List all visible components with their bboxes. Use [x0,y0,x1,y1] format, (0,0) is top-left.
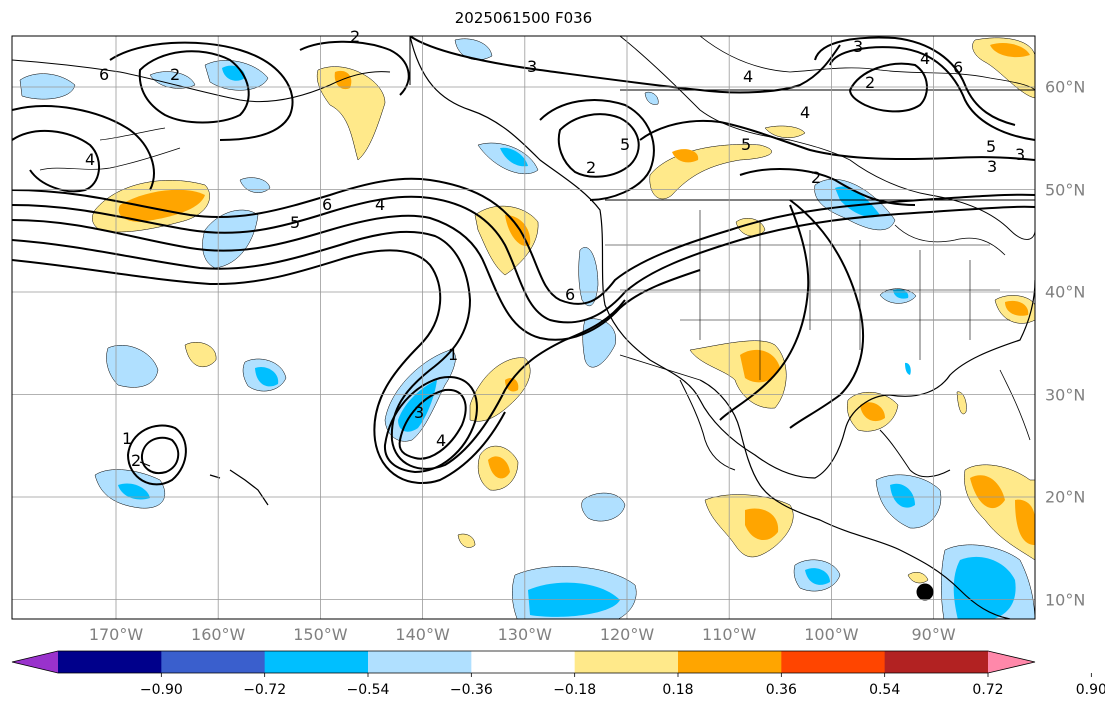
colorbar-max-extension [988,651,1035,673]
colorbar-label: −0.18 [553,682,597,698]
contour-label: 4 [436,431,446,450]
colorbar-label: 0.54 [869,682,901,698]
storm-marker-icon [916,583,934,601]
longitude-label: 160°W [191,625,246,644]
contour-label: 3 [527,57,537,76]
contour-label-group: 6 4 5 6 4 2 3 2 1 3 4 1 2 3 4 5 6 3 2 4 … [85,27,1025,470]
contour-label: 4 [800,103,810,122]
colorbar-label: −0.54 [346,682,390,698]
contour-label: 3 [1015,145,1025,164]
longitude-label: 90°W [911,625,956,644]
latitude-label: 20°N [1045,487,1086,507]
latitude-label: 50°N [1045,180,1086,199]
longitude-label: 120°W [599,625,655,644]
contour-label: 3 [414,403,424,422]
colorbar-label: −0.72 [243,682,287,698]
colorbar-segment [781,651,886,673]
contour-label: 1 [122,429,132,448]
contour-label: 2 [811,168,821,187]
contour-label: 2 [865,73,875,92]
latitude-label: 60°N [1045,77,1086,97]
colorbar-segment [574,651,679,673]
colorbar-label: −0.36 [449,682,493,698]
colorbar-segment [58,651,162,673]
contour-label: 5 [620,135,630,154]
map-background [12,36,1035,619]
contour-label: 4 [375,195,385,214]
latitude-label: 30°N [1045,385,1086,404]
contour-label: 5 [290,213,300,232]
contour-label: 5 [986,137,996,156]
contour-label: 3 [987,157,997,176]
contour-label: 3 [853,37,863,56]
contour-label: 6 [99,65,109,84]
colorbar-label: 0.36 [765,682,797,698]
colorbar-outline [11,650,1036,674]
gridlines [12,36,1035,619]
colorbar-segment [678,651,782,673]
contour-label: 6 [322,195,332,214]
contour-label: 4 [920,49,930,68]
anomaly-shading [19,37,1035,619]
coastlines [12,36,1035,619]
colorbar-segment [884,651,989,673]
contour-label: 4 [743,67,753,86]
longitude-label: 140°W [395,625,450,644]
contour-label: 5 [741,135,751,154]
longitude-label: 170°W [88,625,144,644]
colorbar [11,650,1092,677]
contour-label: 2 [586,158,596,177]
map-title: 2025061500 F036 [454,9,593,27]
latitude-label: 40°N [1045,282,1086,302]
geopotential-contours [12,36,1035,486]
longitude-label: 130°W [497,625,552,644]
longitude-label: 150°W [293,625,348,644]
colorbar-label: 0.72 [972,682,1004,698]
colorbar-label: −0.90 [139,682,183,698]
contour-label: 6 [565,285,575,304]
colorbar-segment [161,651,266,673]
contour-label: 1 [448,345,458,364]
map-content [12,36,1035,619]
contour-label: 2 [131,451,141,470]
longitude-label: 110°W [702,625,757,644]
colorbar-segment [368,651,472,673]
colorbar-label: 0.18 [662,682,694,698]
colorbar-segment [264,651,369,673]
colorbar-min-extension [12,651,58,673]
contour-label: 6 [953,58,963,77]
map-frame [11,35,1036,620]
colorbar-label: 0.90 [1075,682,1105,698]
colorbar-segment [471,651,576,673]
longitude-label: 100°W [804,625,859,644]
contour-label: 2 [170,65,180,84]
latitude-label: 10°N [1045,590,1086,609]
contour-label: 4 [85,150,95,169]
